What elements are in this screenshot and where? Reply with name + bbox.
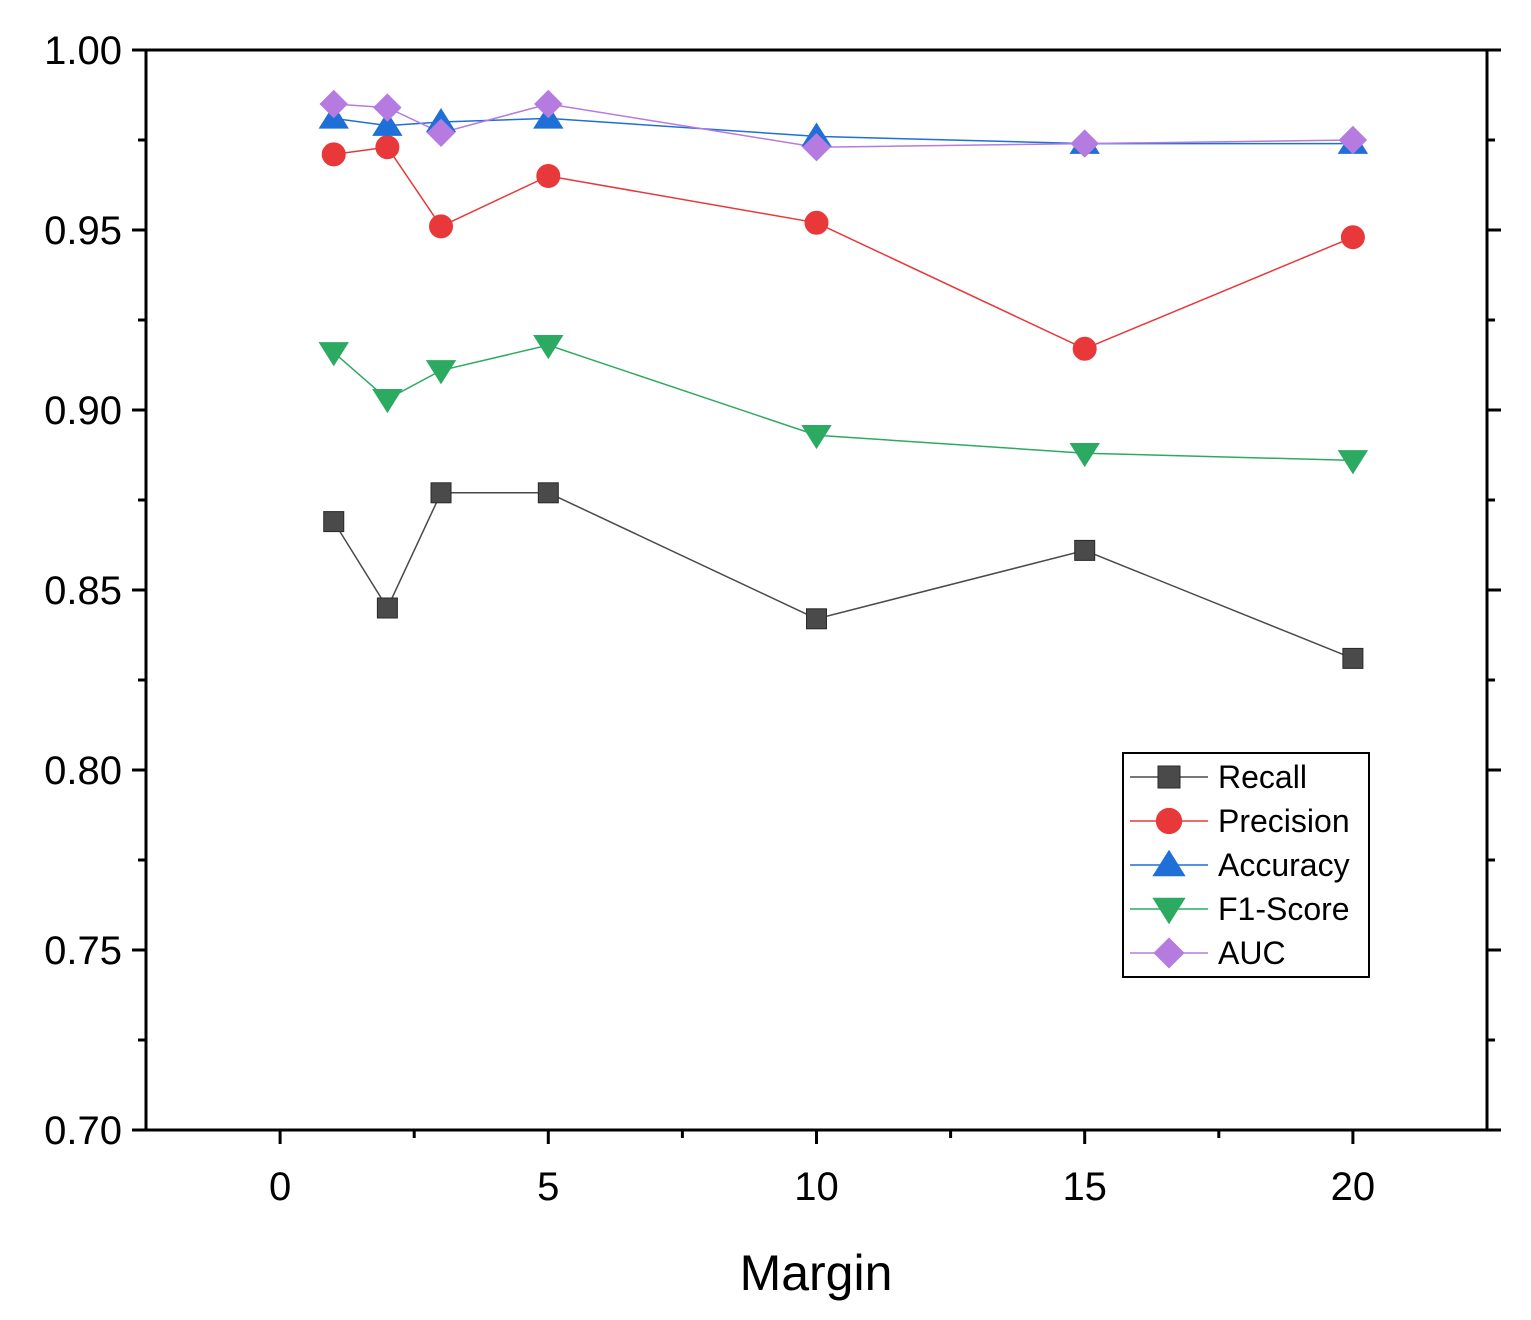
x-axis-title: Margin	[740, 1245, 893, 1301]
data-point-precision	[1072, 336, 1097, 361]
data-point-recall	[1074, 539, 1096, 561]
legend-label-accuracy: Accuracy	[1218, 847, 1350, 883]
data-point-f1-score	[533, 334, 564, 360]
data-point-recall	[323, 511, 345, 533]
data-point-precision	[429, 214, 454, 239]
data-point-recall	[1342, 647, 1364, 669]
y-tick-label: 0.85	[44, 569, 122, 613]
data-point-auc	[1070, 129, 1099, 158]
data-point-precision	[321, 142, 346, 167]
data-point-accuracy	[372, 111, 403, 136]
y-tick-label: 0.80	[44, 749, 122, 793]
legend-marker-accuracy	[1152, 849, 1186, 877]
y-tick-label: 0.95	[44, 209, 122, 253]
data-point-precision	[804, 210, 829, 235]
legend-label-auc: AUC	[1218, 935, 1286, 971]
x-tick-label: 15	[1062, 1165, 1107, 1209]
axis-tick-labels: 0.70 0.75 0.80 0.85 0.90 0.95 1.00 0 5 10 15 20	[44, 29, 1375, 1209]
legend: Recall Precision Accuracy F1-Score AUC	[1122, 752, 1370, 978]
x-tick-label: 10	[794, 1165, 839, 1209]
data-point-auc	[426, 118, 456, 148]
data-point-f1-score	[425, 360, 457, 385]
series-line-recall	[333, 492, 1354, 660]
data-point-f1-score	[1069, 442, 1100, 468]
data-point-recall	[806, 608, 827, 630]
x-tick-label: 0	[269, 1165, 291, 1209]
data-point-auc	[1338, 125, 1368, 155]
x-tick-label: 20	[1331, 1165, 1376, 1209]
data-point-precision	[536, 164, 561, 188]
x-tick-label: 5	[537, 1165, 559, 1209]
data-point-f1-score	[318, 342, 349, 367]
data-point-recall	[537, 482, 559, 504]
series-line-auc	[333, 103, 1353, 148]
legend-label-precision: Precision	[1218, 803, 1350, 839]
data-point-auc	[802, 132, 831, 162]
legend-label-recall: Recall	[1218, 759, 1307, 795]
data-point-f1-score	[1337, 450, 1369, 475]
data-point-precision	[1340, 225, 1365, 250]
series-line-accuracy	[333, 117, 1353, 145]
data-point-f1-score	[372, 388, 403, 414]
data-point-auc	[373, 93, 402, 122]
y-tick-label: 0.90	[44, 389, 122, 433]
series-line-f1-score	[333, 344, 1353, 462]
axis-ticks	[132, 48, 1501, 1144]
y-tick-label: 0.75	[44, 929, 122, 973]
series-lines	[333, 103, 1354, 660]
data-point-auc	[534, 89, 563, 119]
legend-marker-auc	[1153, 937, 1185, 969]
legend-marker-recall	[1157, 765, 1181, 789]
data-point-auc	[319, 89, 348, 119]
data-point-f1-score	[801, 424, 832, 450]
legend-marker-precision	[1155, 807, 1183, 835]
series-markers	[318, 89, 1369, 669]
y-tick-label: 1.00	[44, 29, 122, 73]
data-point-precision	[375, 135, 400, 160]
y-tick-label: 0.70	[44, 1109, 122, 1153]
legend-marker-f1-score	[1152, 897, 1186, 925]
legend-label-f1-score: F1-Score	[1218, 891, 1350, 927]
series-line-precision	[333, 146, 1354, 350]
data-point-recall	[430, 482, 452, 504]
data-point-recall	[376, 597, 398, 619]
